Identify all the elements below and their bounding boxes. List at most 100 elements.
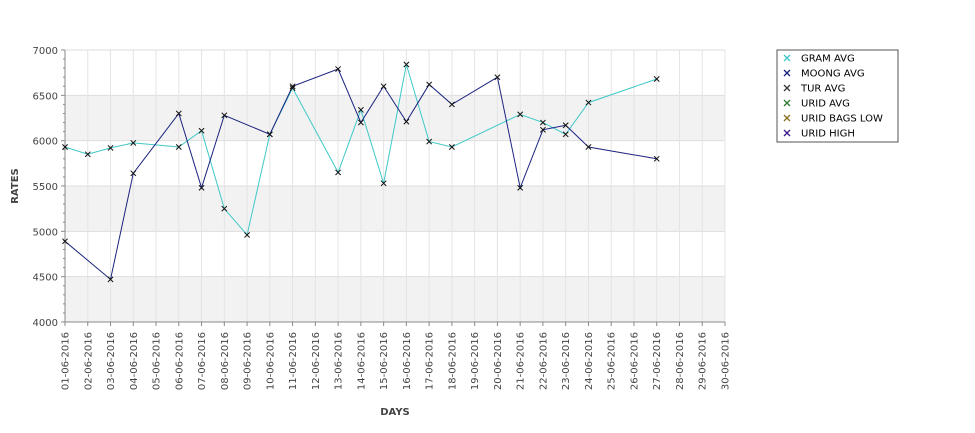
data-point bbox=[130, 139, 137, 146]
point-marker-stroke bbox=[539, 119, 546, 126]
y-tick-label: 5500 bbox=[33, 182, 58, 193]
point-marker-stroke bbox=[357, 119, 364, 126]
point-marker-stroke bbox=[289, 85, 296, 92]
data-point bbox=[175, 110, 182, 117]
x-tick-label: 29-06-2016 bbox=[698, 332, 709, 390]
point-marker-stroke bbox=[426, 81, 433, 88]
grid-band bbox=[65, 140, 725, 186]
x-tick-label: 04-06-2016 bbox=[129, 332, 140, 390]
legend-marker bbox=[783, 114, 791, 122]
data-point bbox=[357, 119, 364, 126]
point-marker-stroke bbox=[653, 155, 660, 162]
x-tick-label: 13-06-2016 bbox=[334, 332, 345, 390]
legend-label: TUR AVG bbox=[800, 84, 845, 95]
data-point bbox=[653, 155, 660, 162]
data-point bbox=[335, 169, 342, 176]
data-point bbox=[403, 61, 410, 68]
x-tick-label: 26-06-2016 bbox=[629, 332, 640, 390]
point-marker-stroke bbox=[175, 110, 182, 117]
series-line bbox=[64, 68, 657, 281]
legend-item: URID BAGS LOW bbox=[783, 114, 883, 125]
data-point bbox=[517, 184, 524, 191]
point-marker-stroke bbox=[562, 122, 569, 129]
point-marker-stroke bbox=[335, 169, 342, 176]
data-point bbox=[517, 111, 524, 118]
point-marker-stroke bbox=[289, 83, 296, 90]
legend-box bbox=[776, 49, 899, 143]
y-tick-label: 6000 bbox=[33, 137, 58, 148]
data-point bbox=[84, 151, 91, 158]
data-point bbox=[107, 276, 114, 283]
data-point bbox=[221, 205, 228, 212]
y-axis-ticks: 4000 4500 5000 5500 6000 6500 7000 bbox=[33, 46, 65, 329]
legend-item: MOONG AVG bbox=[783, 69, 865, 80]
data-point bbox=[539, 119, 546, 126]
vertical-gridlines bbox=[64, 50, 726, 322]
legend-marker bbox=[783, 129, 791, 137]
legend-item: URID HIGH bbox=[783, 129, 855, 140]
point-marker-stroke bbox=[494, 74, 501, 81]
legend-label: URID AVG bbox=[801, 99, 850, 110]
x-tick-label: 25-06-2016 bbox=[607, 332, 618, 390]
x-tick-label: 02-06-2016 bbox=[83, 332, 94, 390]
data-point bbox=[198, 127, 205, 134]
legend: GRAM AVG MOONG AVG TUR AVG URID AVG URID BAG… bbox=[776, 49, 899, 143]
legend-label: GRAM AVG bbox=[801, 54, 855, 65]
x-tick-label: 11-06-2016 bbox=[288, 332, 299, 390]
data-point bbox=[244, 232, 251, 238]
point-marker-stroke bbox=[221, 112, 228, 119]
point-marker-stroke bbox=[107, 276, 114, 283]
point-marker-stroke bbox=[562, 131, 569, 138]
x-tick-label: 07-06-2016 bbox=[197, 332, 208, 390]
legend-marker bbox=[783, 84, 791, 92]
x-tick-label: 21-06-2016 bbox=[516, 332, 527, 390]
data-point bbox=[62, 238, 68, 245]
data-point bbox=[585, 99, 592, 106]
legend-item: URID AVG bbox=[783, 99, 850, 110]
point-marker-stroke bbox=[244, 232, 251, 238]
point-marker-stroke bbox=[585, 99, 592, 106]
data-point bbox=[289, 85, 296, 92]
data-point bbox=[585, 144, 592, 150]
grid-band bbox=[65, 186, 725, 232]
point-marker-stroke bbox=[403, 61, 410, 68]
data-point bbox=[426, 138, 433, 145]
legend-item: TUR AVG bbox=[783, 84, 845, 95]
legend-label: URID BAGS LOW bbox=[801, 114, 883, 125]
x-tick-label: 10-06-2016 bbox=[265, 332, 276, 390]
data-point bbox=[494, 74, 501, 81]
point-marker-stroke bbox=[380, 83, 387, 90]
y-tick-label: 5000 bbox=[33, 227, 58, 238]
x-tick-label: 22-06-2016 bbox=[538, 332, 549, 390]
x-tick-label: 20-06-2016 bbox=[493, 332, 504, 390]
point-marker-stroke bbox=[403, 118, 410, 125]
data-point bbox=[403, 118, 410, 125]
data-point bbox=[221, 112, 228, 119]
data-point bbox=[448, 144, 455, 150]
x-tick-label: 06-06-2016 bbox=[174, 332, 185, 390]
legend-label: MOONG AVG bbox=[801, 69, 865, 80]
y-axis-title: RATES bbox=[10, 168, 21, 204]
x-tick-label: 30-06-2016 bbox=[721, 332, 732, 390]
x-tick-label: 01-06-2016 bbox=[61, 332, 72, 390]
data-point bbox=[448, 101, 455, 108]
x-tick-label: 27-06-2016 bbox=[652, 332, 663, 390]
x-tick-label: 05-06-2016 bbox=[152, 332, 163, 390]
point-marker-stroke bbox=[221, 205, 228, 212]
point-marker-stroke bbox=[107, 144, 114, 151]
data-point bbox=[562, 131, 569, 138]
point-marker-stroke bbox=[198, 127, 205, 134]
grid-band bbox=[65, 276, 725, 322]
x-tick-label: 24-06-2016 bbox=[584, 332, 595, 390]
grid-band bbox=[65, 50, 725, 96]
data-point bbox=[653, 76, 660, 82]
data-point bbox=[266, 131, 273, 138]
point-marker-stroke bbox=[585, 144, 592, 150]
point-marker-stroke bbox=[84, 151, 91, 158]
legend-item: GRAM AVG bbox=[783, 54, 855, 65]
point-marker-stroke bbox=[62, 144, 68, 150]
data-point bbox=[289, 83, 296, 90]
x-tick-label: 09-06-2016 bbox=[243, 332, 254, 390]
legend-marker bbox=[783, 54, 791, 62]
